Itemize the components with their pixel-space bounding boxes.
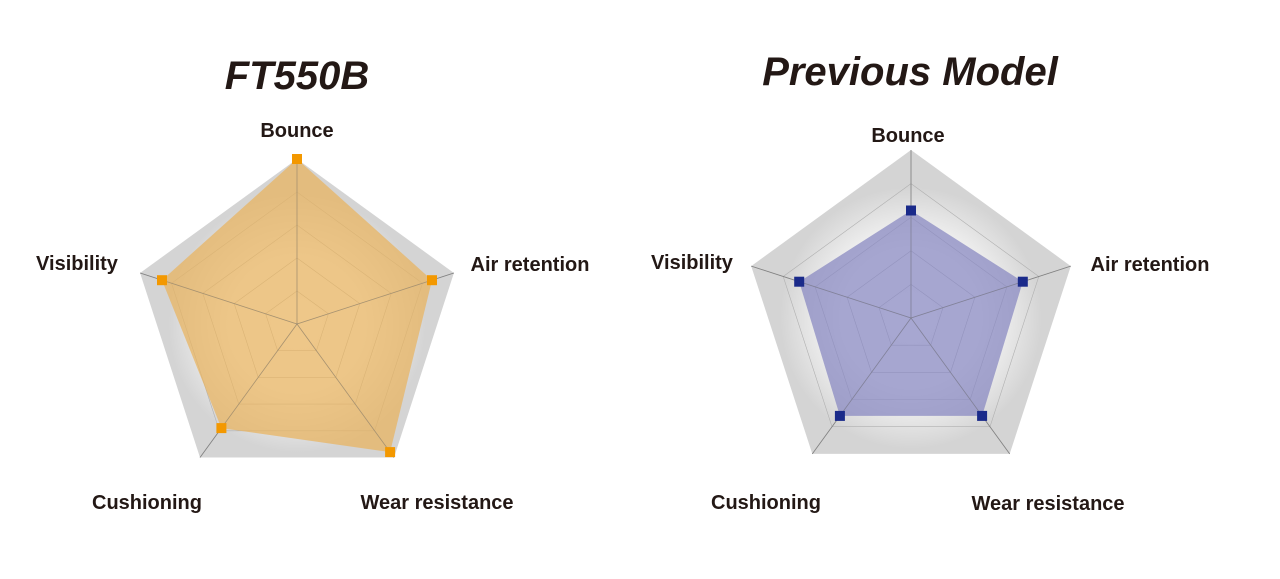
axis-label-visibility: Visibility [36, 253, 119, 275]
radar-chart-ft550b: FT550B Bounce Air retention Wear resista… [36, 54, 589, 514]
axis-spoke-overlay-air-retention [910, 265, 1071, 319]
grid-ring [782, 183, 1040, 428]
axis-label-wear-resistance: Wear resistance [360, 492, 513, 514]
axis-spoke-overlay-cushioning [812, 317, 912, 455]
axis-label-air-retention: Air retention [1091, 254, 1210, 276]
radar-plot-area [139, 154, 455, 458]
data-point-wear-resistance [977, 410, 988, 421]
axis-label-air-retention: Air retention [471, 254, 590, 276]
data-point-air-retention [427, 275, 437, 286]
radar-chart-previous-model: Previous Model Bounce Air retention Wear… [651, 50, 1209, 515]
axis-label-wear-resistance: Wear resistance [971, 493, 1124, 515]
axis-spoke-overlay-cushioning [199, 323, 298, 458]
axis-label-visibility: Visibility [651, 252, 734, 274]
data-point-visibility [157, 275, 167, 286]
axis-label-cushioning: Cushioning [711, 492, 821, 514]
axis-spoke-overlay-wear-resistance [296, 323, 395, 458]
data-point-bounce [906, 205, 916, 216]
axis-label-cushioning: Cushioning [92, 492, 202, 514]
axis-label-bounce: Bounce [871, 125, 944, 147]
data-point-bounce [292, 154, 302, 164]
radar-plot-area [751, 150, 1071, 455]
data-point-visibility [794, 276, 805, 287]
data-point-wear-resistance [385, 447, 396, 458]
axis-label-bounce: Bounce [260, 120, 333, 142]
chart-title: FT550B [225, 54, 370, 98]
axis-spoke-overlay-visibility [751, 265, 912, 319]
data-point-cushioning [216, 423, 227, 434]
axis-spoke-overlay-wear-resistance [910, 317, 1010, 455]
data-point-cushioning [834, 410, 845, 421]
data-point-air-retention [1017, 276, 1028, 287]
chart-title: Previous Model [762, 50, 1059, 94]
